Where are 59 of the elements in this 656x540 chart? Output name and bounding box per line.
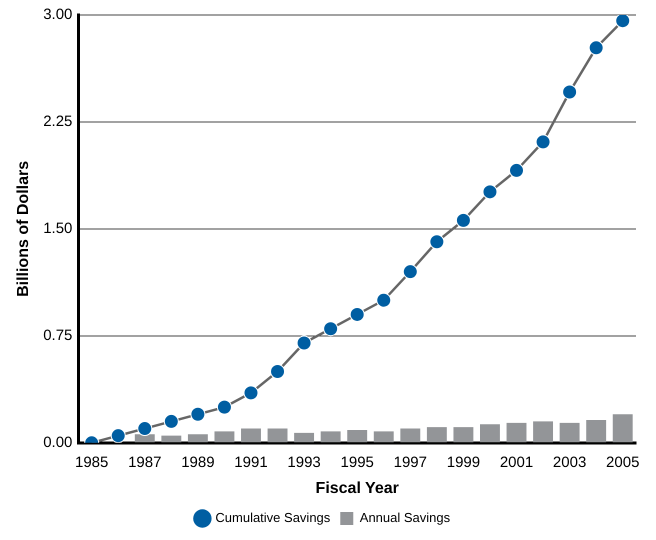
x-tick-label: 1999 <box>446 454 480 471</box>
bar <box>426 427 447 442</box>
bar <box>400 428 420 442</box>
x-tick-label: 1989 <box>181 454 215 471</box>
bar <box>533 421 554 442</box>
y-tick-label: 1.50 <box>43 220 72 238</box>
point <box>164 414 179 429</box>
point <box>376 292 392 308</box>
point <box>296 335 312 350</box>
point <box>402 264 418 280</box>
point <box>216 400 232 415</box>
x-tick-label: 1991 <box>234 454 268 471</box>
bar <box>320 431 341 442</box>
x-tick-label: 1993 <box>287 454 321 471</box>
bar <box>188 434 208 442</box>
bar <box>453 427 474 442</box>
y-tick-label: 3.00 <box>43 6 72 24</box>
point <box>509 162 524 178</box>
x-tick-label: 2003 <box>552 454 586 471</box>
y-tick-label: 0.00 <box>43 434 72 451</box>
bar <box>347 430 368 442</box>
bar <box>161 436 182 442</box>
legend-label: Cumulative Savings <box>215 510 331 526</box>
point <box>615 15 630 28</box>
point <box>482 184 498 200</box>
point <box>562 84 578 100</box>
point <box>137 421 152 436</box>
bar <box>506 422 526 442</box>
bar <box>268 428 288 442</box>
bar <box>294 432 314 442</box>
point <box>270 364 286 379</box>
x-tick-label: 1997 <box>394 454 427 471</box>
point <box>190 406 206 422</box>
bar <box>214 431 234 442</box>
point <box>588 40 604 56</box>
y-tick-label: 2.25 <box>43 113 72 130</box>
point <box>429 234 444 250</box>
point <box>243 385 258 400</box>
point <box>536 134 551 150</box>
legend-label: Annual Savings <box>360 510 451 526</box>
x-tick-label: 1985 <box>74 454 108 471</box>
point <box>110 428 126 443</box>
bar <box>586 420 606 442</box>
y-axis-title: Billions of Dollars <box>15 160 32 297</box>
point <box>350 306 365 322</box>
bar <box>374 431 394 442</box>
x-tick-label: 1995 <box>340 454 374 471</box>
y-tick-label: 0.75 <box>43 326 72 344</box>
point <box>456 212 471 228</box>
bar <box>560 422 580 442</box>
x-tick-label: 2005 <box>606 454 640 471</box>
bar <box>480 424 500 442</box>
bar <box>241 428 261 442</box>
x-axis-title: Fiscal Year <box>316 480 399 497</box>
bar <box>134 434 155 442</box>
point <box>323 321 338 336</box>
x-tick-label: 2001 <box>500 454 534 471</box>
bar <box>612 414 633 442</box>
x-tick-label: 1987 <box>128 454 162 471</box>
